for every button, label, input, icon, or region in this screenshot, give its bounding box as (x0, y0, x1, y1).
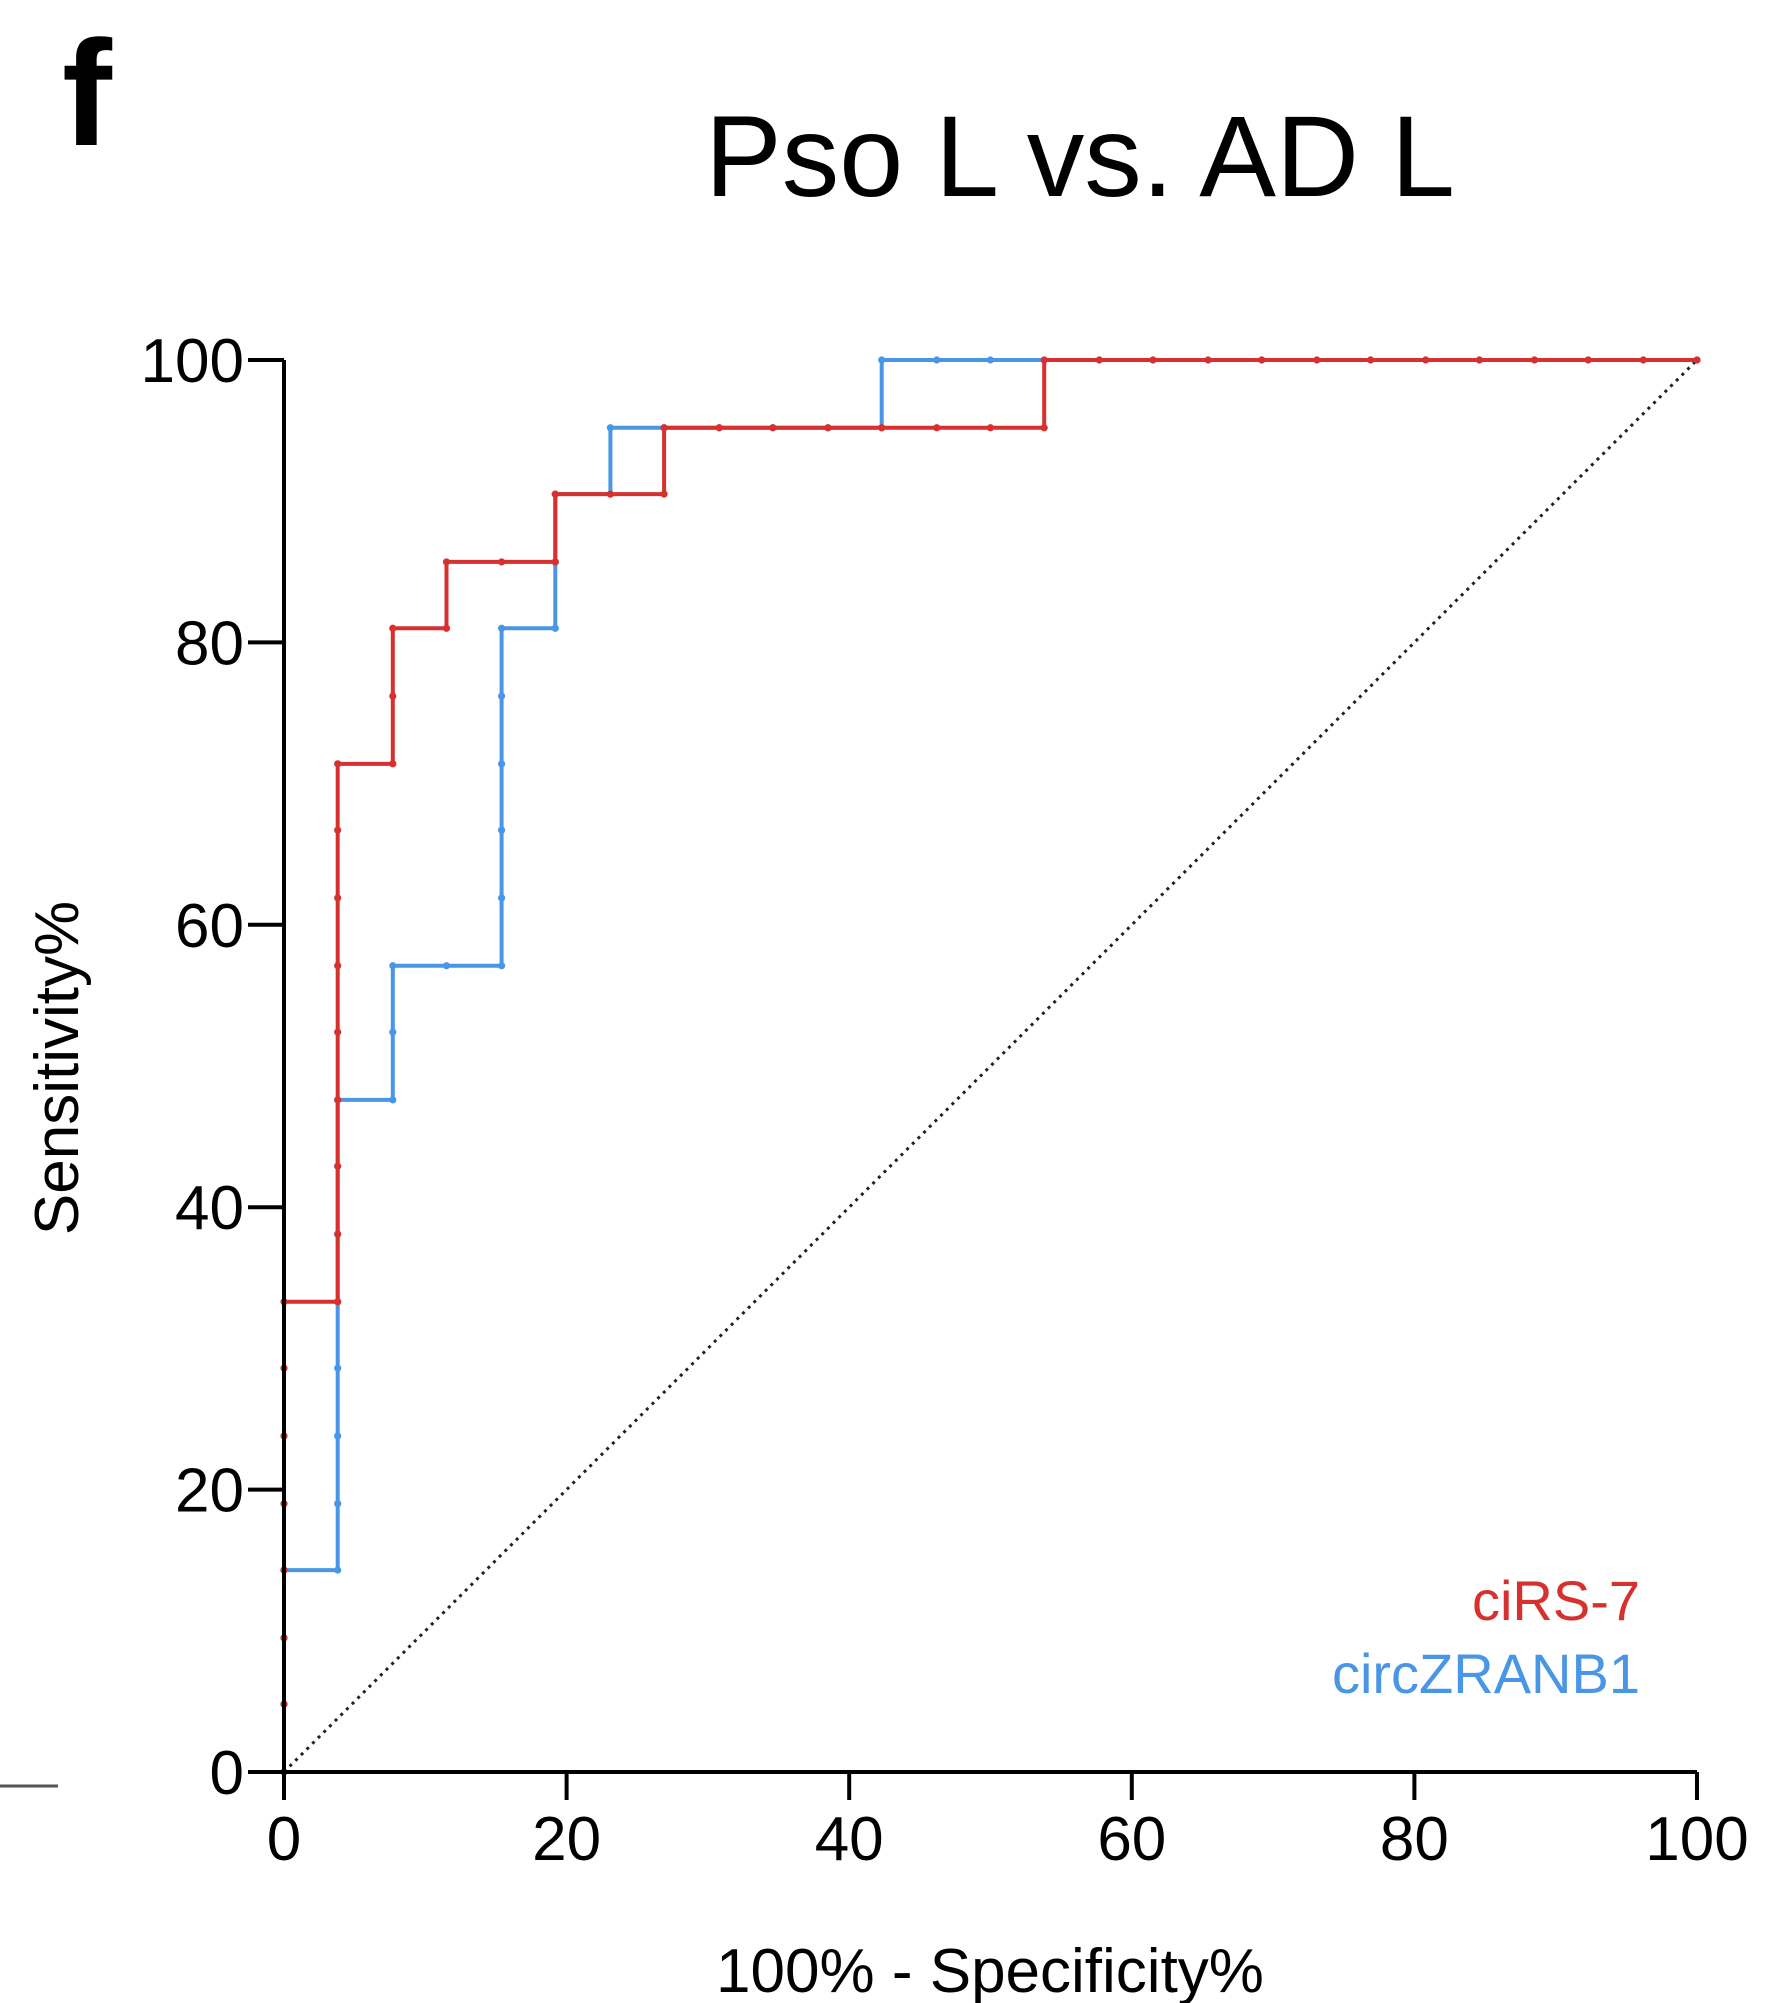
series-point-circzranb1 (334, 1432, 342, 1440)
series-point-cirs-7 (1040, 356, 1048, 364)
series-point-circzranb1 (933, 356, 941, 364)
series-point-circzranb1 (334, 1500, 342, 1508)
series-point-cirs-7 (986, 424, 995, 432)
series-point-cirs-7 (715, 424, 723, 432)
series-point-cirs-7 (1693, 356, 1701, 364)
series-point-cirs-7 (1149, 356, 1157, 364)
series-point-cirs-7 (660, 490, 668, 498)
legend-entry: ciRS-7 (1472, 1569, 1640, 1632)
series-point-cirs-7 (878, 424, 886, 432)
series-point-cirs-7 (551, 558, 559, 566)
y-tick-label: 80 (175, 609, 244, 678)
series-point-circzranb1 (442, 962, 451, 970)
series-point-circzranb1 (498, 826, 506, 834)
x-tick-label: 100 (1645, 1805, 1748, 1874)
legend: ciRS-7 circZRANB1 (1332, 1569, 1640, 1705)
series-point-circzranb1 (389, 1028, 397, 1036)
panel-letter: f (62, 9, 112, 177)
series-point-circzranb1 (389, 962, 397, 970)
series-line-cirs-7 (282, 358, 1697, 1772)
series-point-cirs-7 (1095, 356, 1103, 364)
series-point-circzranb1 (334, 1566, 342, 1574)
series-point-circzranb1 (498, 894, 506, 902)
series-point-cirs-7 (334, 1096, 342, 1104)
series-point-cirs-7 (1258, 356, 1266, 364)
y-axis-label: Sensitivity% (23, 901, 92, 1235)
series-point-cirs-7 (334, 1298, 342, 1306)
series-point-cirs-7 (389, 624, 397, 632)
y-tick-label: 40 (175, 1174, 244, 1243)
series-point-circzranb1 (498, 624, 506, 632)
x-axis-label: 100% - Specificity% (716, 1937, 1264, 2003)
x-tick-label: 40 (815, 1805, 884, 1874)
y-tick-label: 60 (175, 892, 244, 961)
series-point-circzranb1 (498, 692, 506, 700)
x-tick-label: 60 (1097, 1805, 1166, 1874)
series-point-cirs-7 (660, 424, 668, 432)
series-point-cirs-7 (334, 894, 342, 902)
series-point-cirs-7 (1366, 356, 1375, 364)
series-point-cirs-7 (1475, 356, 1483, 364)
series-point-cirs-7 (606, 490, 615, 498)
y-tick-label: 0 (210, 1739, 244, 1808)
series-point-circzranb1 (389, 1096, 397, 1104)
series-point-circzranb1 (551, 624, 559, 632)
series-point-cirs-7 (824, 424, 832, 432)
series-point-cirs-7 (334, 1028, 342, 1036)
x-tick-label: 20 (532, 1805, 601, 1874)
series-point-circzranb1 (878, 356, 886, 364)
series-point-cirs-7 (334, 1162, 342, 1170)
series-point-cirs-7 (442, 558, 451, 566)
series-point-cirs-7 (498, 558, 506, 566)
legend-entry: circZRANB1 (1332, 1642, 1640, 1705)
x-tick-label: 0 (267, 1805, 301, 1874)
series-point-cirs-7 (334, 962, 342, 970)
y-tick-label: 20 (175, 1457, 244, 1526)
series-point-cirs-7 (334, 760, 342, 768)
reference-line-layer (282, 358, 1699, 1774)
series-point-cirs-7 (933, 424, 941, 432)
series-point-cirs-7 (1313, 356, 1321, 364)
series-point-cirs-7 (1040, 424, 1048, 432)
series-point-cirs-7 (1584, 356, 1592, 364)
chart-title: Pso L vs. AD L (705, 93, 1455, 221)
series-point-cirs-7 (389, 760, 397, 768)
series-point-cirs-7 (769, 424, 777, 432)
reference-diagonal-line (282, 358, 1699, 1774)
series-point-cirs-7 (1639, 356, 1647, 364)
series-point-cirs-7 (551, 490, 559, 498)
series-point-cirs-7 (442, 624, 451, 632)
series-point-circzranb1 (498, 962, 506, 970)
series-point-cirs-7 (389, 692, 397, 700)
series-point-circzranb1 (986, 356, 995, 364)
y-tick-label: 100 (141, 327, 244, 396)
series-point-circzranb1 (606, 424, 615, 432)
series-point-cirs-7 (1422, 356, 1430, 364)
series-point-circzranb1 (498, 760, 506, 768)
axes-layer: 0 20 40 60 80 100 0 20 40 60 80 100 (141, 327, 1749, 1874)
x-tick-label: 80 (1380, 1805, 1449, 1874)
series-point-circzranb1 (334, 1364, 342, 1372)
series-point-cirs-7 (334, 1230, 342, 1238)
series-point-cirs-7 (1204, 356, 1212, 364)
series-point-cirs-7 (334, 826, 342, 834)
series-point-cirs-7 (1530, 356, 1539, 364)
